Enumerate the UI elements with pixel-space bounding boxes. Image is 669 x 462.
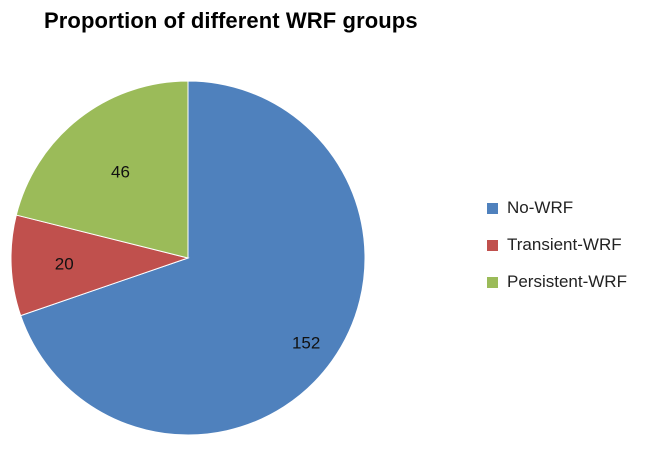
legend-item-no-wrf: No-WRF [487, 198, 627, 217]
data-label-persistent-wrf: 46 [111, 163, 130, 182]
legend-label: No-WRF [507, 198, 574, 217]
data-label-transient-wrf: 20 [55, 254, 74, 273]
pie-slice-no-wrf [19, 80, 366, 436]
legend-item-persistent-wrf: Persistent-WRF [487, 272, 627, 291]
legend: No-WRF Transient-WRF Persistent-WRF [487, 198, 627, 311]
data-label-no-wrf: 152 [292, 333, 320, 352]
legend-item-transient-wrf: Transient-WRF [487, 235, 627, 254]
legend-swatch [487, 276, 498, 288]
legend-label: Transient-WRF [507, 235, 622, 254]
pie-slice-transient-wrf [10, 214, 190, 317]
legend-label: Persistent-WRF [507, 272, 627, 291]
chart-title: Proportion of different WRF groups [44, 8, 418, 33]
legend-swatch [487, 202, 498, 214]
pie-slice-persistent-wrf [15, 80, 189, 259]
legend-swatch [487, 239, 498, 251]
